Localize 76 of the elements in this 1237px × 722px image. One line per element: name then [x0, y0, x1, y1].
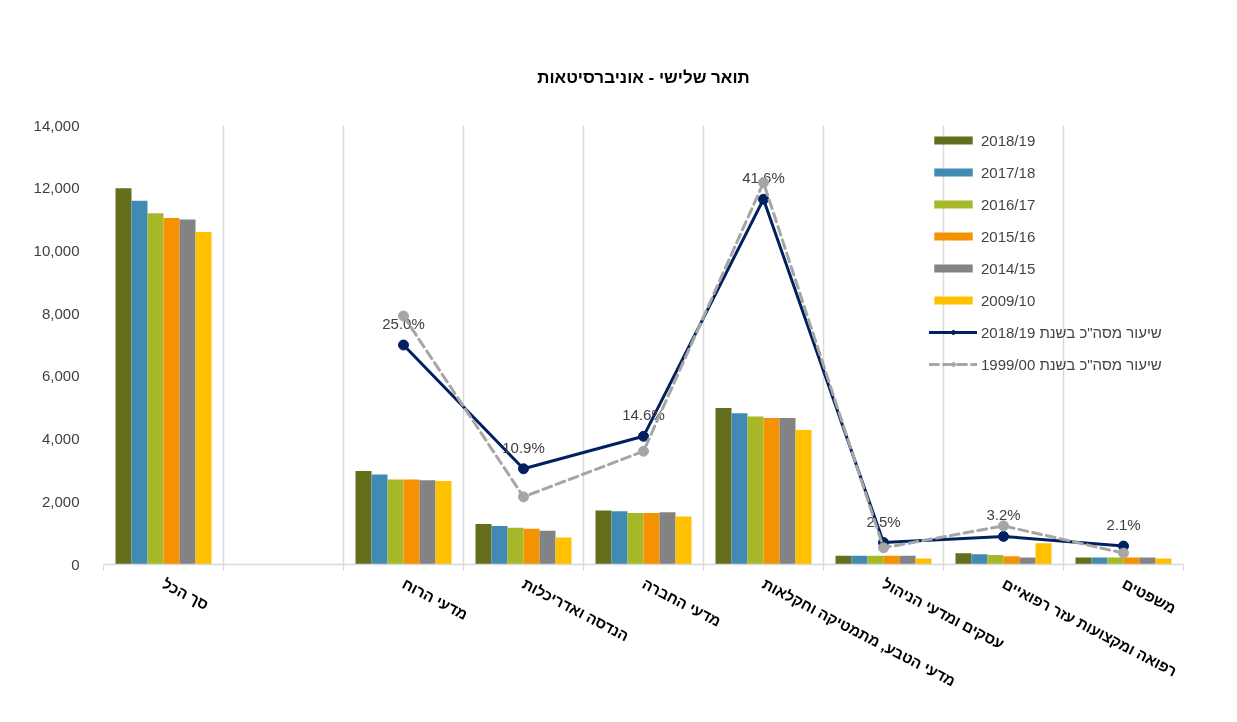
x-tick-label: סך הכל: [159, 574, 212, 614]
bar: [987, 555, 1004, 565]
bar: [899, 555, 916, 565]
point: [998, 520, 1009, 532]
y-tick-label: 0: [71, 555, 80, 573]
legend-label: 2009/10: [981, 290, 1036, 310]
bar: [659, 512, 676, 565]
bar: [355, 471, 372, 565]
point: [638, 430, 649, 442]
y-tick-label: 14,000: [33, 116, 80, 134]
y-tick-label: 8,000: [41, 304, 80, 322]
bar: [675, 516, 692, 565]
legend-label: 2015/16: [981, 226, 1036, 246]
bar: [883, 555, 900, 565]
legend-label: שיעור מסה"כ בשנת 1999/00: [981, 354, 1162, 374]
data-label: 3.2%: [986, 506, 1021, 524]
bar: [747, 416, 764, 565]
bar: [971, 554, 988, 565]
y-tick-label: 12,000: [33, 179, 80, 197]
bar: [387, 479, 404, 565]
point: [758, 193, 769, 205]
bar: [835, 555, 852, 565]
point: [1118, 547, 1129, 559]
bar: [403, 479, 420, 565]
point: [878, 542, 889, 554]
data-label: 10.9%: [502, 438, 545, 456]
data-label: 2.1%: [1106, 516, 1141, 534]
bar: [507, 527, 524, 565]
x-tick-label: מדעי החברה: [639, 574, 724, 630]
data-label: 25.0%: [382, 315, 425, 332]
bar: [643, 513, 660, 565]
point: [518, 463, 529, 475]
legend-label: 2018/19: [981, 130, 1036, 150]
bar: [611, 511, 628, 565]
point: [638, 445, 649, 457]
bar: [491, 525, 508, 565]
bar: [147, 213, 164, 565]
y-tick-label: 10,000: [33, 241, 80, 259]
bar: [539, 530, 556, 565]
bar: [419, 480, 436, 565]
bar: [763, 418, 780, 565]
bar: [595, 510, 612, 565]
bar: [779, 418, 796, 565]
y-tick-label: 4,000: [41, 430, 80, 448]
chart-title: תואר שלישי - אוניברסיטאות: [537, 67, 750, 87]
point: [398, 339, 409, 351]
bar: [731, 413, 748, 565]
legend-label: 2014/15: [981, 258, 1036, 278]
bar: [195, 232, 212, 565]
x-tick-label: הנדסה ואדריכלות: [519, 574, 632, 645]
bar: [475, 524, 492, 565]
y-tick-label: 2,000: [41, 492, 80, 510]
bar: [371, 474, 388, 565]
bar: [131, 200, 148, 565]
bar: [1035, 543, 1052, 565]
y-tick-label: 6,000: [41, 367, 80, 385]
bar: [555, 537, 572, 565]
point: [998, 530, 1009, 542]
bar: [955, 553, 972, 565]
x-tick-label: מדעי הרוח: [399, 574, 471, 623]
point: [518, 491, 529, 503]
bar: [163, 218, 180, 565]
bar: [435, 481, 452, 565]
bar: [715, 408, 732, 565]
bar: [1003, 556, 1020, 565]
bar: [851, 555, 868, 565]
legend-label: שיעור מסה"כ בשנת 2018/19: [981, 322, 1162, 342]
bar: [115, 188, 132, 565]
bar: [627, 513, 644, 565]
x-tick-label: משפטים: [1119, 574, 1179, 617]
legend-label: 2016/17: [981, 194, 1036, 214]
bar: [795, 429, 812, 565]
legend-label: 2017/18: [981, 162, 1036, 182]
bar: [179, 219, 196, 565]
bar: [867, 555, 884, 565]
bar: [523, 528, 540, 565]
